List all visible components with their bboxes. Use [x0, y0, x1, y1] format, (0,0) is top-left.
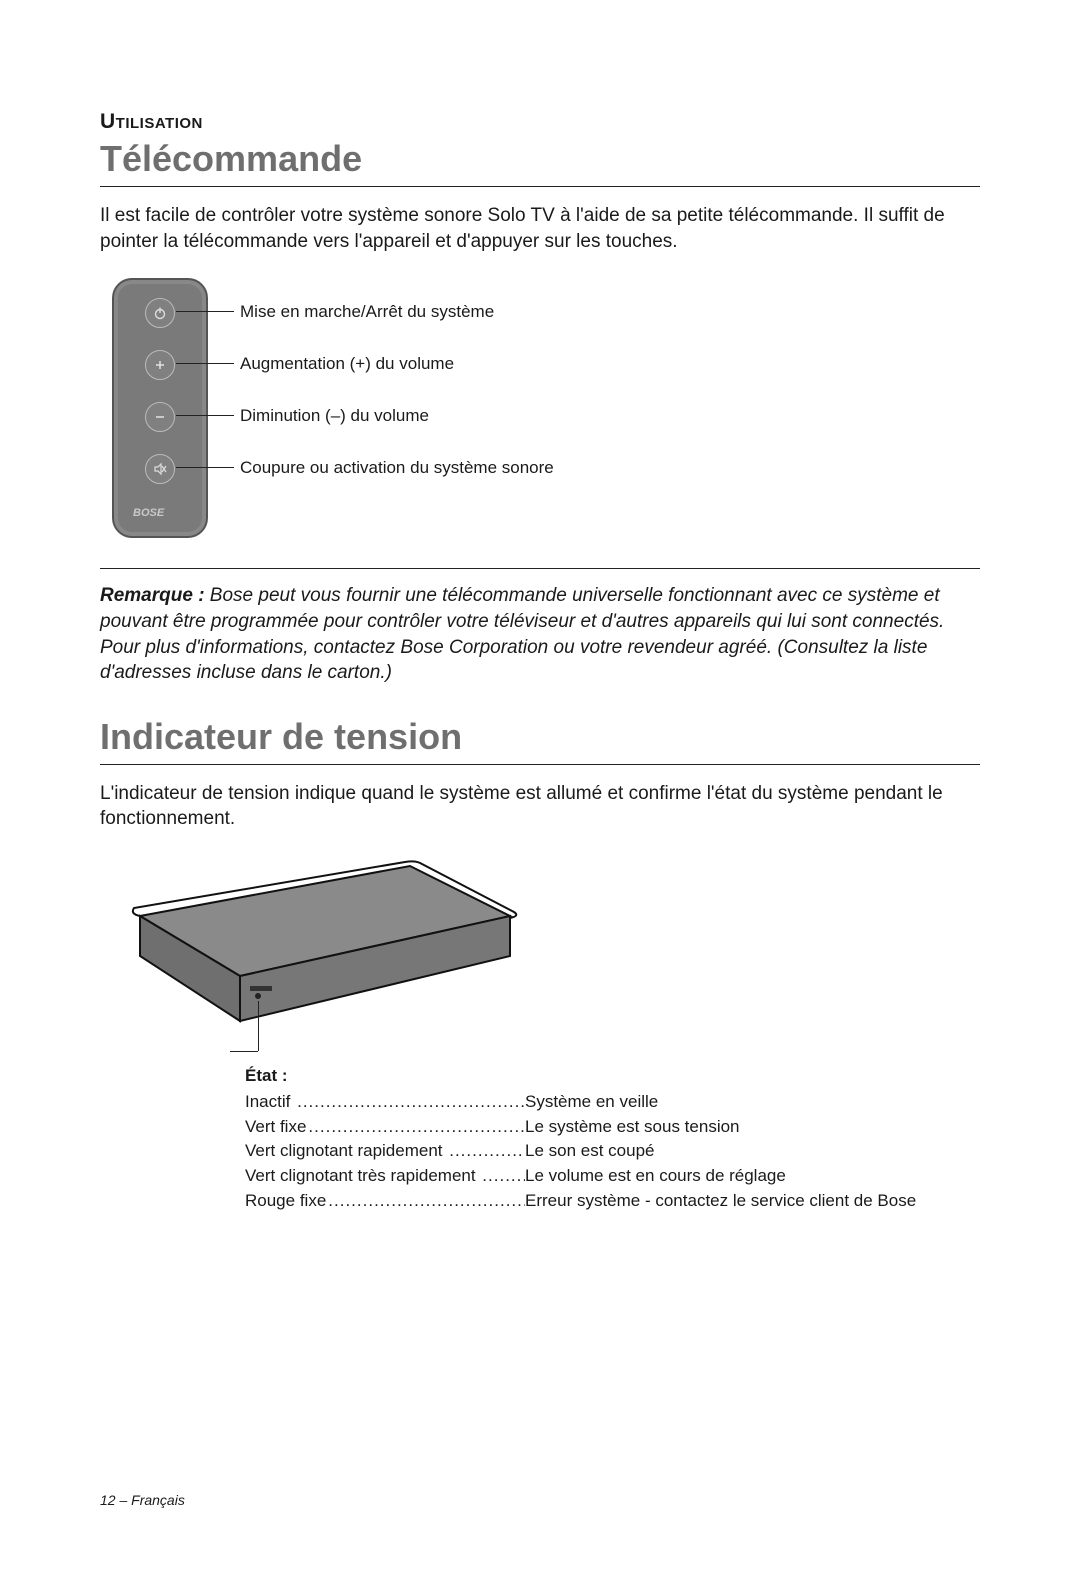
label-mute: Coupure ou activation du système sonore [240, 459, 554, 476]
rule-thin [100, 568, 980, 569]
leader-line [176, 363, 234, 364]
status-table: État : Inactif Système en veille Vert fi… [245, 1066, 980, 1213]
heading-remote: Télécommande [100, 138, 980, 180]
volume-up-button [145, 350, 175, 380]
heading-indicator: Indicateur de tension [100, 716, 980, 758]
device-illustration [100, 856, 530, 1056]
status-row: Rouge fixe Erreur système - contactez le… [245, 1189, 980, 1214]
note-text: Bose peut vous fournir une télécommande … [100, 585, 944, 683]
remote-diagram: BOSE Mise en marche/Arrêt du système Aug… [100, 278, 980, 548]
mute-button [145, 454, 175, 484]
intro-indicator: L'indicateur de tension indique quand le… [100, 781, 980, 832]
device-diagram [100, 856, 980, 1056]
rule [100, 186, 980, 187]
volume-down-button [145, 402, 175, 432]
status-left: Vert fixe [245, 1115, 525, 1140]
note-label: Remarque : [100, 585, 205, 606]
status-left: Vert clignotant très rapidement [245, 1164, 525, 1189]
callout-line [258, 1001, 259, 1051]
status-left: Vert clignotant rapidement [245, 1139, 525, 1164]
leader-line [176, 467, 234, 468]
status-right: Système en veille [525, 1090, 980, 1115]
status-right: Le système est sous tension [525, 1115, 980, 1140]
leader-line [176, 415, 234, 416]
label-vol-up: Augmentation (+) du volume [240, 355, 454, 372]
page-footer: 12 – Français [100, 1492, 185, 1508]
power-button [145, 298, 175, 328]
intro-remote: Il est facile de contrôler votre système… [100, 203, 980, 254]
status-row: Vert clignotant très rapidement Le volum… [245, 1164, 980, 1189]
callout-line [230, 1051, 258, 1052]
status-left: Rouge fixe [245, 1189, 525, 1214]
status-title: État : [245, 1066, 980, 1086]
status-right: Le son est coupé [525, 1139, 980, 1164]
status-row: Vert fixe Le système est sous tension [245, 1115, 980, 1140]
bose-logo: BOSE [133, 506, 187, 518]
section-label: Utilisation [100, 110, 980, 134]
label-vol-down: Diminution (–) du volume [240, 407, 429, 424]
minus-icon [154, 411, 166, 423]
svg-text:BOSE: BOSE [133, 507, 165, 518]
mute-icon [153, 462, 167, 476]
plus-icon [154, 359, 166, 371]
leader-line [176, 311, 234, 312]
label-power: Mise en marche/Arrêt du système [240, 303, 494, 320]
power-icon [153, 306, 167, 320]
status-right: Erreur système - contactez le service cl… [525, 1189, 980, 1214]
note: Remarque : Bose peut vous fournir une té… [100, 583, 980, 686]
status-row: Inactif Système en veille [245, 1090, 980, 1115]
status-row: Vert clignotant rapidement Le son est co… [245, 1139, 980, 1164]
remote-body: BOSE [112, 278, 208, 538]
status-left: Inactif [245, 1090, 525, 1115]
status-right: Le volume est en cours de réglage [525, 1164, 980, 1189]
rule [100, 764, 980, 765]
